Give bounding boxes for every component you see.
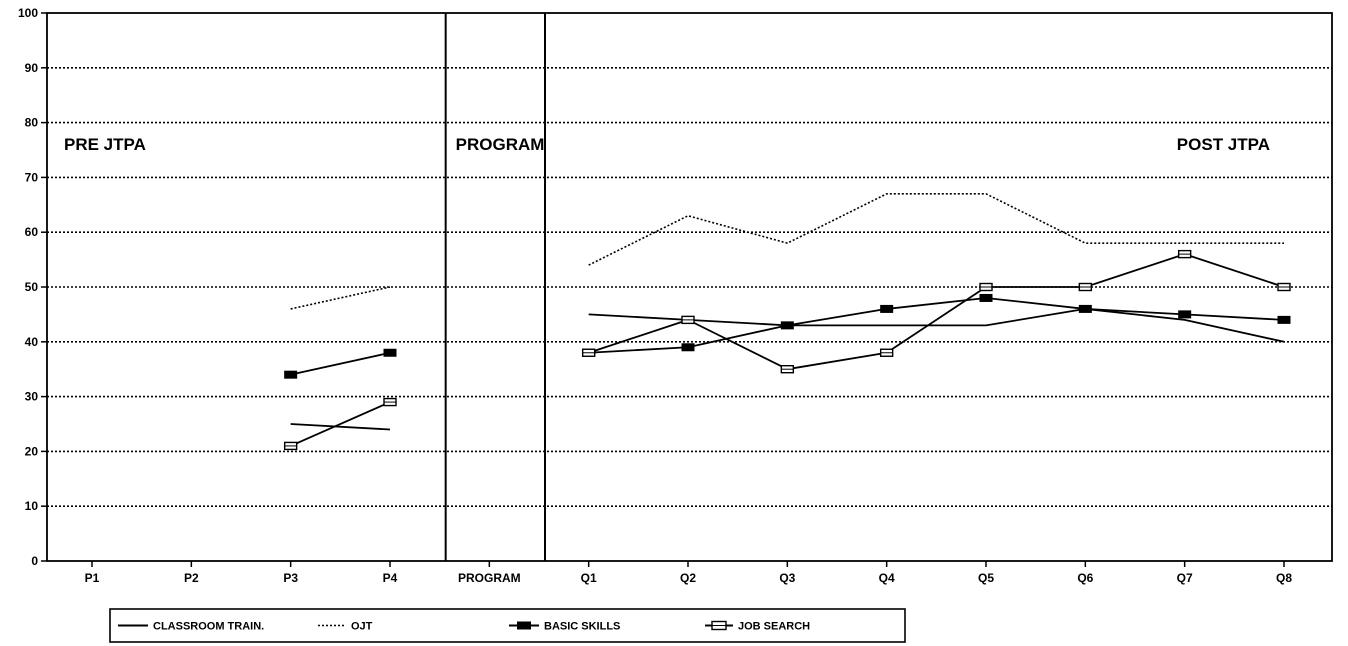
x-tick-label: P2 [184,571,199,585]
y-tick-label: 50 [25,280,39,294]
y-tick-label: 0 [31,554,38,568]
series-line [588,297,1285,354]
data-point [1277,315,1291,324]
legend-item: OJT [318,621,373,633]
series-classroom-train [290,308,1285,431]
y-tick-label: 60 [25,225,39,239]
region-dividers: PRE JTPA PROGRAM POST JTPA [64,13,1270,561]
data-point [880,304,894,313]
legend-marker [517,621,531,630]
series-ojt [290,193,1284,310]
series-line [290,351,391,376]
region-label: PROGRAM [456,135,545,154]
x-tick-label: Q5 [978,571,994,585]
legend-box [109,608,906,643]
x-tick-label: PROGRAM [458,571,521,585]
series-lines [283,193,1291,451]
data-point [780,321,794,330]
series-line [588,253,1285,371]
series-line [290,423,391,431]
x-tick-label: Q4 [879,571,895,585]
y-tick-label: 100 [18,6,38,20]
x-tick-label: Q8 [1276,571,1292,585]
series-line [588,193,1284,266]
legend: CLASSROOM TRAIN. OJT BASIC SKILLS JOB SEARC… [109,608,906,643]
data-point [1178,310,1192,319]
series-line [588,308,1285,343]
x-tick-label: Q2 [680,571,696,585]
x-tick-label: Q3 [779,571,795,585]
axes: 0 10 20 30 40 50 60 70 80 90 100 P1 P2 P3 P4 PROGRAM Q1 Q… [18,6,1333,585]
x-tick-label: Q7 [1177,571,1193,585]
legend-item: JOB SEARCH [705,621,810,633]
x-tick-label: P1 [85,571,100,585]
series-line [290,401,391,447]
data-point [1078,304,1092,313]
y-tick-label: 90 [25,61,39,75]
y-tick-label: 70 [25,170,39,184]
region-label: PRE JTPA [64,135,146,154]
plot-frame [46,12,1333,562]
legend-label: OJT [351,621,373,633]
series-line [290,286,391,310]
legend-item: BASIC SKILLS [509,621,620,633]
data-point [284,370,298,379]
legend-label: CLASSROOM TRAIN. [153,621,264,633]
x-tick-label: P3 [283,571,298,585]
data-point [979,293,993,302]
y-tick-label: 20 [25,444,39,458]
y-tick-label: 80 [25,116,39,130]
y-tick-label: 10 [25,499,39,513]
data-point [383,348,397,357]
y-tick-label: 30 [25,390,39,404]
legend-label: BASIC SKILLS [544,621,620,633]
x-tick-label: P4 [383,571,398,585]
data-point [681,343,695,352]
legend-label: JOB SEARCH [738,621,810,633]
gridlines [47,67,1332,508]
x-tick-label: Q6 [1077,571,1093,585]
legend-item: CLASSROOM TRAIN. [118,621,264,633]
x-tick-label: Q1 [581,571,597,585]
y-tick-label: 40 [25,335,39,349]
series-job-search [283,249,1291,451]
region-label: POST JTPA [1177,135,1270,154]
